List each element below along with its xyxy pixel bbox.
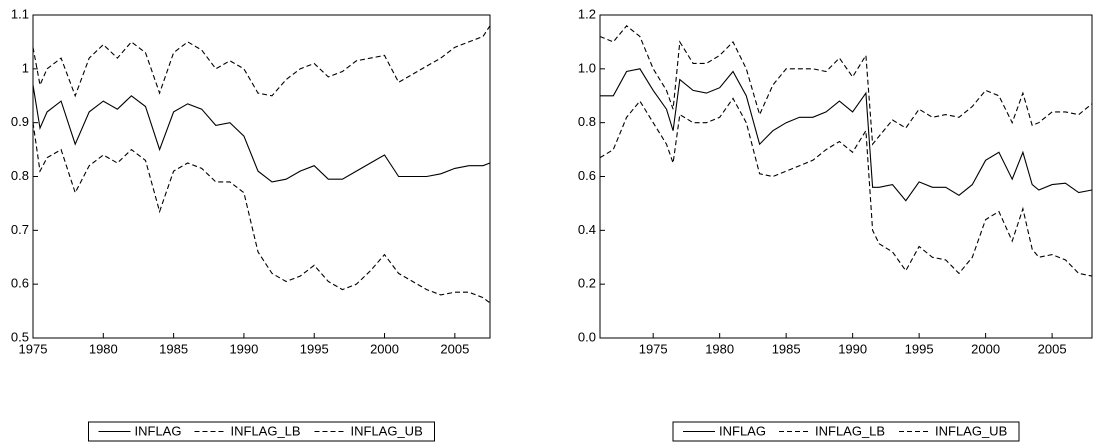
series-line [32,122,491,304]
legend-label: INFLAG_UB [935,423,1007,438]
series-line [32,84,491,183]
x-tick-label: 1995 [300,341,329,356]
y-tick-label: 0.8 [578,114,596,129]
x-tick-label: 1985 [159,341,188,356]
x-tick-label: 2005 [440,341,469,356]
x-tick-label: 2000 [971,341,1000,356]
y-tick-label: 1.0 [578,60,596,75]
y-tick-label: 0.5 [11,329,29,344]
plot-frame [599,14,1093,339]
y-tick-label: 1.2 [578,6,596,21]
x-tick-label: 1975 [639,341,668,356]
legend-box [88,421,435,442]
y-tick-label: 0.6 [578,168,596,183]
x-tick-label: 1980 [89,341,118,356]
y-tick-label: 0.2 [578,276,596,291]
x-tick-label: 1975 [19,341,48,356]
x-tick-label: 1990 [229,341,258,356]
legend-box [672,421,1020,442]
x-tick-label: 1990 [838,341,867,356]
y-tick-label: 1.1 [11,6,29,21]
legend-label: INFLAG_LB [815,423,885,438]
y-tick-label: 0.6 [11,276,29,291]
x-tick-label: 1985 [772,341,801,356]
x-tick-label: 1995 [905,341,934,356]
y-tick-label: 0.9 [11,114,29,129]
legend-label: INFLAG [135,423,182,438]
series-line [600,68,1093,202]
y-tick-label: 0.0 [578,329,596,344]
y-tick-label: 0.7 [11,222,29,237]
legend-label: INFLAG_LB [231,423,301,438]
legend-label: INFLAG [719,423,766,438]
series-line [599,25,1093,146]
series-line [32,25,491,98]
legend-label: INFLAG_UB [351,423,423,438]
x-tick-label: 2005 [1038,341,1067,356]
x-tick-label: 1980 [705,341,734,356]
x-tick-label: 2000 [370,341,399,356]
y-tick-label: 1 [22,60,29,75]
series-line [599,97,1093,277]
y-tick-label: 0.4 [578,222,596,237]
y-tick-label: 0.8 [11,168,29,183]
